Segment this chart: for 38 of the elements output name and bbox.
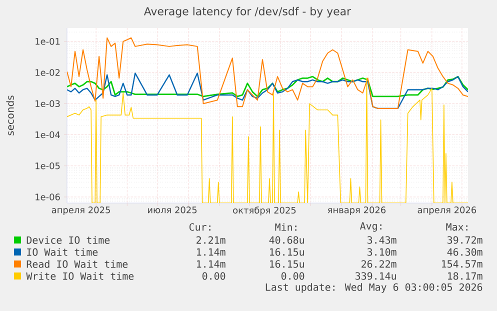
legend-label: Write IO Wait time <box>26 272 134 280</box>
text: 0.00 <box>281 272 304 280</box>
text: 39.72m <box>447 236 482 244</box>
text: 339.14u <box>355 272 396 280</box>
text: 0.00 <box>202 272 226 280</box>
text: 3.43m <box>367 236 396 244</box>
text: Last update: Wed May 6 03:00:05 2026 <box>266 283 482 293</box>
y-tick-label: 1e-05 <box>36 162 60 170</box>
text: Max: <box>446 223 468 231</box>
text: 46.30m <box>447 248 482 256</box>
text: 3.10m <box>367 248 396 256</box>
text: 26.22m <box>362 260 396 268</box>
legend-label: Device IO time <box>26 236 110 244</box>
x-tick-label: апреля 2026 <box>418 206 476 216</box>
text: 1.14m <box>197 260 226 268</box>
y-axis-title: seconds <box>6 96 14 136</box>
y-tick-label: 1e-01 <box>36 38 60 45</box>
text: Avg: <box>360 222 382 232</box>
text: Cur: <box>189 223 210 231</box>
text: 18.17m <box>448 272 482 280</box>
text: 16.15u <box>270 248 304 256</box>
text: 16.15u <box>270 260 304 268</box>
x-tick-label: октября 2025 <box>233 206 296 216</box>
y-tick-label: 1e-02 <box>36 69 60 76</box>
x-tick-label: июля 2025 <box>148 206 197 214</box>
chart-title: Average latency for /dev/sdf - by year <box>144 6 352 18</box>
y-tick-label: 1e-03 <box>36 100 60 108</box>
x-tick-label: января 2026 <box>328 206 386 216</box>
x-tick-label: апреля 2025 <box>52 206 110 216</box>
text: 2.21m <box>196 236 226 244</box>
text: 40.68u <box>269 236 304 244</box>
text: 1.14m <box>197 248 226 256</box>
legend-label: IO Wait time <box>27 248 98 256</box>
y-tick-label: 1e-06 <box>36 194 60 200</box>
legend-label: Read IO Wait time <box>26 260 128 268</box>
y-tick-label: 1e-04 <box>36 131 60 138</box>
text: 154.57m <box>442 260 482 268</box>
text: Min: <box>275 223 296 231</box>
